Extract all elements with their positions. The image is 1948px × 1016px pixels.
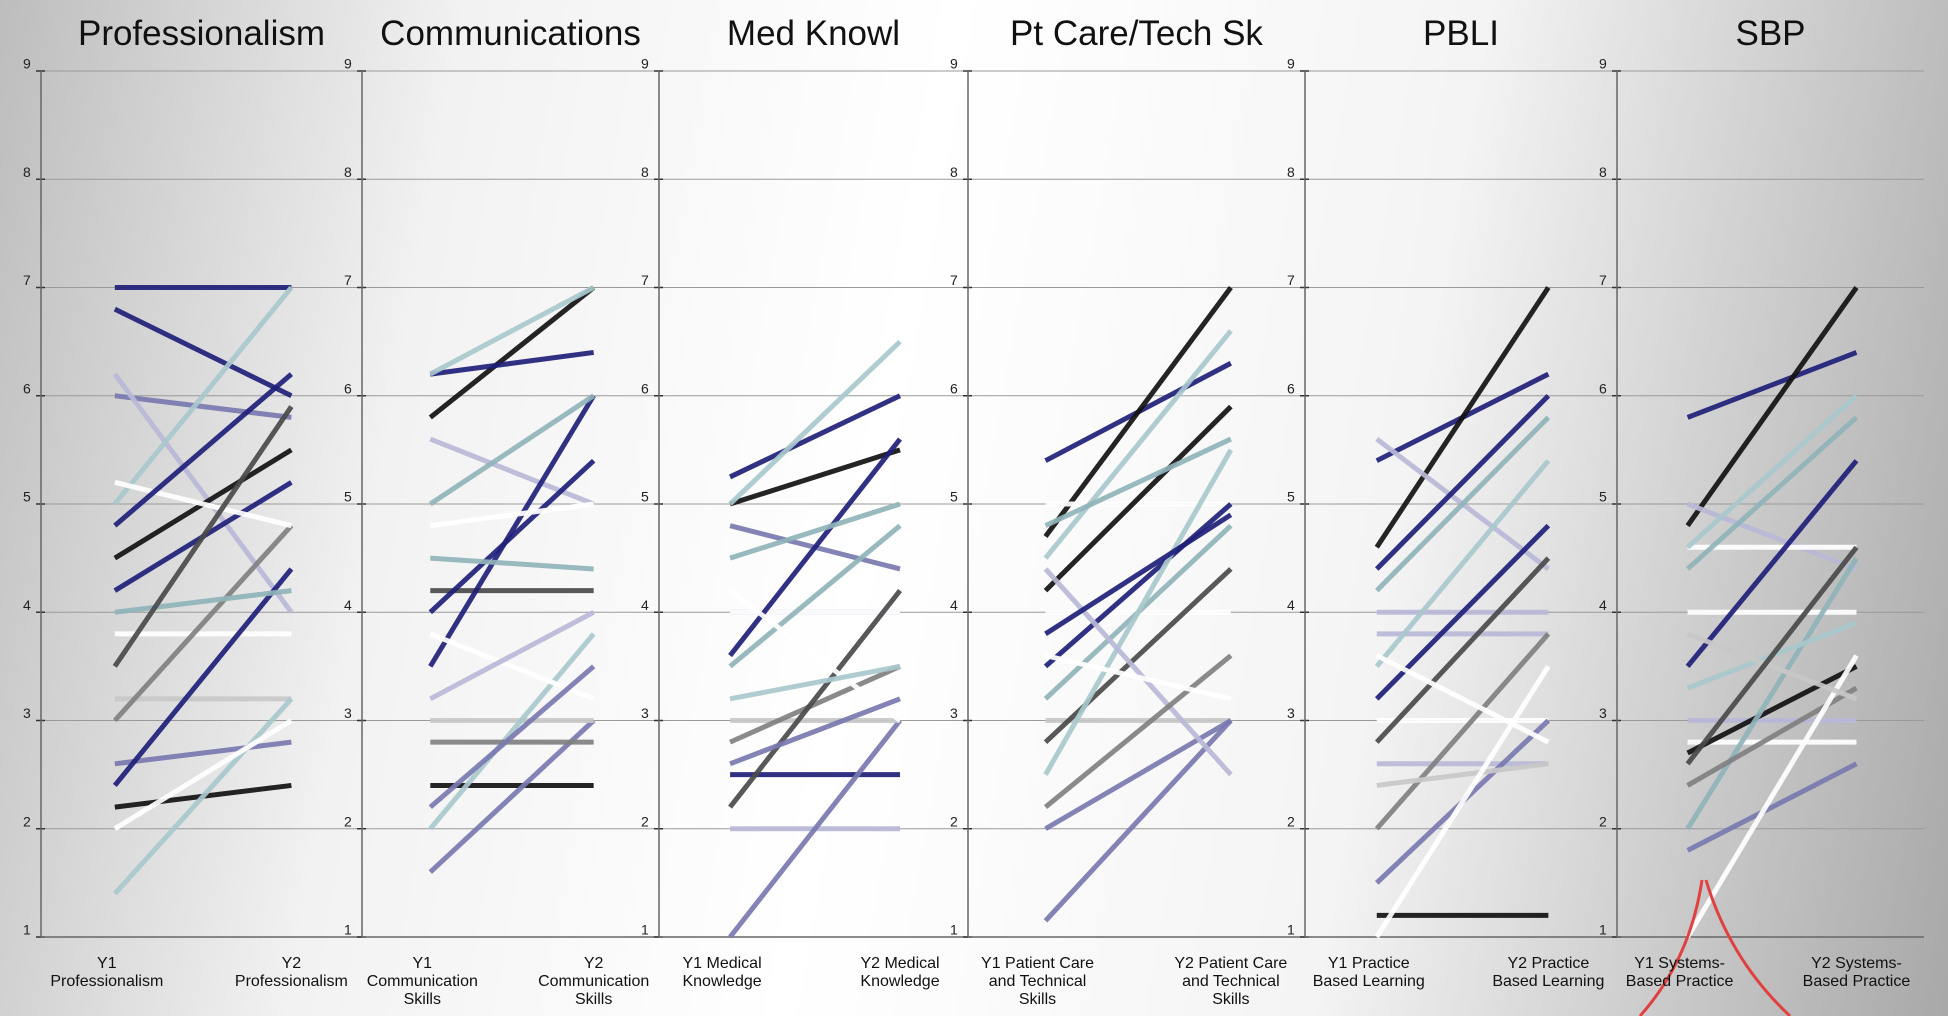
slope-line [1688, 396, 1857, 548]
y-tick-label: 3 [23, 705, 31, 721]
slope-line [115, 407, 292, 667]
y-tick-label: 1 [950, 922, 958, 938]
panel-title: SBP [1591, 14, 1948, 54]
y-tick-label: 8 [950, 164, 958, 180]
y-tick-label: 9 [641, 56, 649, 72]
slope-line [1377, 558, 1549, 742]
y-tick-label: 4 [1599, 597, 1607, 613]
panel-title: Professionalism [22, 14, 382, 54]
y-tick-label: 9 [1599, 56, 1607, 72]
y-tick-label: 9 [950, 56, 958, 72]
panel-title: Pt Care/Tech Sk [957, 14, 1317, 54]
y-tick-label: 3 [1287, 705, 1295, 721]
x-tick-label: Y1 Practice Based Learning [1274, 955, 1464, 991]
y-tick-label: 6 [344, 380, 352, 396]
y-tick-label: 5 [344, 489, 352, 505]
y-tick-label: 2 [1287, 813, 1295, 829]
y-tick-label: 7 [344, 272, 352, 288]
y-tick-label: 4 [1287, 597, 1295, 613]
y-tick-label: 3 [641, 705, 649, 721]
slope-line [1377, 288, 1549, 548]
y-tick-label: 9 [23, 56, 31, 72]
y-tick-label: 1 [23, 922, 31, 938]
x-tick-label: Y2 Systems- Based Practice [1761, 955, 1948, 991]
y-tick-label: 8 [641, 164, 649, 180]
x-tick-label: Y1 Systems- Based Practice [1585, 955, 1775, 991]
y-tick-label: 8 [23, 164, 31, 180]
slope-line [730, 396, 900, 477]
y-tick-label: 3 [950, 705, 958, 721]
y-tick-label: 9 [1287, 56, 1295, 72]
slope-line [1688, 547, 1857, 764]
y-tick-label: 8 [1287, 164, 1295, 180]
y-tick-label: 6 [23, 380, 31, 396]
y-tick-label: 6 [641, 380, 649, 396]
y-tick-label: 2 [950, 813, 958, 829]
slope-line [1688, 688, 1857, 785]
y-tick-label: 2 [344, 813, 352, 829]
y-tick-label: 7 [950, 272, 958, 288]
slope-line [115, 721, 292, 829]
y-tick-label: 3 [344, 705, 352, 721]
y-tick-label: 1 [1287, 922, 1295, 938]
y-tick-label: 8 [1599, 164, 1607, 180]
y-tick-label: 5 [950, 489, 958, 505]
y-tick-label: 5 [23, 489, 31, 505]
y-tick-label: 4 [641, 597, 649, 613]
y-tick-label: 4 [23, 597, 31, 613]
y-tick-label: 2 [1599, 813, 1607, 829]
x-tick-label: Y1 Medical Knowledge [627, 955, 817, 991]
slope-line [1046, 439, 1231, 526]
y-tick-label: 7 [1599, 272, 1607, 288]
slope-line [115, 699, 292, 894]
y-tick-label: 2 [23, 813, 31, 829]
slope-line [1688, 764, 1857, 851]
y-tick-label: 4 [344, 597, 352, 613]
y-tick-label: 1 [1599, 922, 1607, 938]
y-tick-label: 4 [950, 597, 958, 613]
y-tick-label: 7 [23, 272, 31, 288]
y-tick-label: 1 [641, 922, 649, 938]
annotation-stroke [1640, 880, 1790, 1016]
slope-line [1377, 764, 1549, 786]
y-tick-label: 6 [1287, 380, 1295, 396]
y-tick-label: 1 [344, 922, 352, 938]
y-tick-label: 6 [950, 380, 958, 396]
y-tick-label: 8 [344, 164, 352, 180]
y-tick-label: 5 [1287, 489, 1295, 505]
y-tick-label: 2 [641, 813, 649, 829]
x-tick-label: Y1 Patient Care and Technical Skills [943, 955, 1133, 1009]
slope-line [1046, 504, 1231, 666]
y-tick-label: 7 [1287, 272, 1295, 288]
y-tick-label: 9 [344, 56, 352, 72]
slope-line [1046, 721, 1231, 829]
y-tick-label: 3 [1599, 705, 1607, 721]
y-tick-label: 5 [641, 489, 649, 505]
slope-line [730, 342, 900, 504]
y-tick-label: 7 [641, 272, 649, 288]
slope-line [1046, 569, 1231, 742]
panel-title: PBLI [1281, 14, 1641, 54]
panel-title: Med Knowl [634, 14, 994, 54]
slope-line [1046, 721, 1231, 921]
slope-line [430, 558, 593, 569]
chart: 1 2 3 4 5 6 7 8 9 1 2 3 4 5 6 7 8 9 1 2 3 4 5 6 7 8 9 1 2 3 4 5 6 7 8 9 1 2 3 4… [0, 0, 1948, 1016]
slope-line [1688, 504, 1857, 569]
x-tick-label: Y1 Communication Skills [327, 955, 517, 1009]
slope-line [730, 666, 900, 698]
dashboard: 1 2 3 4 5 6 7 8 9 1 2 3 4 5 6 7 8 9 1 2 3 4 5 6 7 8 9 1 2 3 4 5 6 7 8 9 1 2 3 4… [0, 0, 1948, 1016]
y-tick-label: 5 [1599, 489, 1607, 505]
slope-line [430, 504, 593, 526]
y-tick-label: 6 [1599, 380, 1607, 396]
slope-line [430, 288, 593, 418]
x-tick-label: Y1 Professionalism [12, 955, 202, 991]
